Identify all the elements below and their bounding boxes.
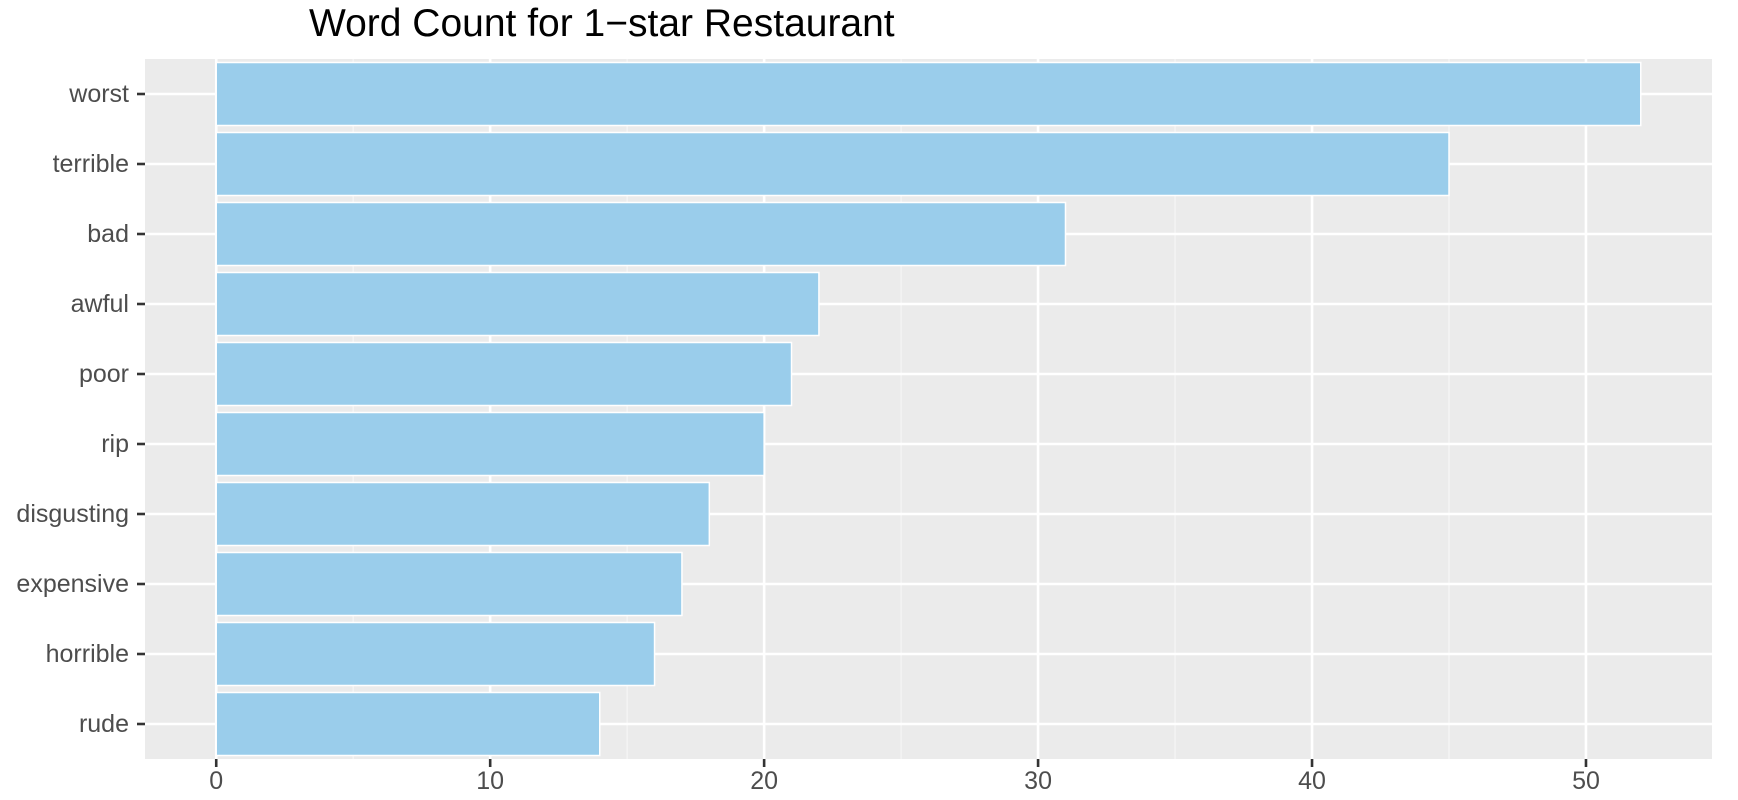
y-tick-label: rip [101, 430, 129, 458]
bar [215, 481, 711, 547]
y-axis: worst terrible bad awful poor rip disgusting ex… [16, 80, 145, 738]
bar [215, 61, 1642, 127]
y-tick-label: worst [68, 80, 129, 108]
x-tick-label: 30 [1024, 767, 1052, 795]
bar [215, 551, 683, 617]
y-tick-label: poor [79, 360, 129, 388]
bar [215, 201, 1067, 267]
y-tick-label: horrible [46, 640, 129, 668]
y-tick-label: terrible [53, 150, 129, 178]
x-tick-label: 50 [1572, 767, 1600, 795]
x-tick-label: 40 [1298, 767, 1326, 795]
bar [215, 411, 765, 477]
bars [215, 61, 1642, 757]
y-tick-label: awful [71, 290, 129, 318]
chart-title: Word Count for 1−star Restaurant [309, 2, 895, 45]
bar [215, 271, 820, 337]
bar [215, 131, 1450, 197]
y-tick-label: expensive [16, 570, 129, 598]
y-tick-label: bad [87, 220, 129, 248]
bar [215, 621, 656, 687]
y-tick-label: disgusting [16, 500, 129, 528]
x-tick-label: 0 [209, 767, 223, 795]
x-tick-label: 20 [750, 767, 778, 795]
bar [215, 341, 793, 407]
bar [215, 691, 601, 757]
x-tick-label: 10 [476, 767, 504, 795]
x-axis: 0 10 20 30 40 50 [209, 759, 1600, 795]
y-tick-label: rude [79, 710, 129, 738]
